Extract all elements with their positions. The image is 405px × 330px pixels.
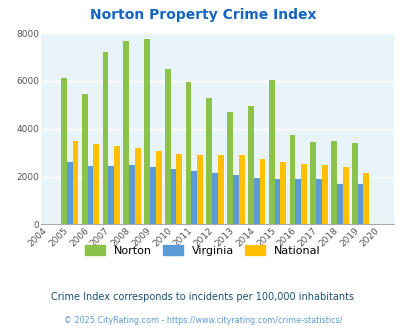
- Bar: [206, 98, 212, 224]
- Bar: [342, 167, 347, 224]
- Bar: [301, 164, 306, 224]
- Bar: [191, 171, 197, 224]
- Bar: [87, 166, 93, 224]
- Bar: [294, 179, 301, 224]
- Bar: [156, 151, 161, 224]
- Bar: [164, 69, 170, 224]
- Bar: [232, 175, 238, 224]
- Bar: [336, 184, 342, 224]
- Bar: [268, 80, 274, 224]
- Bar: [102, 52, 108, 224]
- Bar: [123, 41, 129, 224]
- Bar: [274, 179, 280, 224]
- Bar: [176, 153, 182, 224]
- Bar: [72, 141, 78, 224]
- Bar: [197, 155, 202, 224]
- Bar: [330, 141, 336, 224]
- Bar: [227, 112, 232, 224]
- Bar: [247, 106, 253, 224]
- Bar: [114, 146, 119, 224]
- Bar: [93, 145, 99, 224]
- Bar: [66, 162, 72, 224]
- Legend: Norton, Virginia, National: Norton, Virginia, National: [81, 240, 324, 260]
- Text: © 2025 CityRating.com - https://www.cityrating.com/crime-statistics/: © 2025 CityRating.com - https://www.city…: [64, 316, 341, 325]
- Bar: [108, 166, 114, 224]
- Bar: [149, 167, 156, 224]
- Bar: [309, 142, 315, 224]
- Bar: [238, 154, 244, 224]
- Bar: [351, 143, 357, 224]
- Text: Norton Property Crime Index: Norton Property Crime Index: [90, 8, 315, 22]
- Bar: [362, 173, 369, 224]
- Bar: [212, 173, 217, 224]
- Bar: [253, 178, 259, 224]
- Bar: [144, 39, 149, 224]
- Bar: [289, 135, 294, 224]
- Bar: [321, 165, 327, 224]
- Bar: [217, 154, 223, 224]
- Bar: [259, 159, 265, 224]
- Bar: [280, 162, 286, 224]
- Bar: [315, 179, 321, 224]
- Bar: [129, 165, 134, 224]
- Bar: [170, 169, 176, 224]
- Bar: [61, 79, 66, 224]
- Bar: [185, 82, 191, 224]
- Text: Crime Index corresponds to incidents per 100,000 inhabitants: Crime Index corresponds to incidents per…: [51, 292, 354, 302]
- Bar: [81, 94, 87, 224]
- Bar: [134, 148, 141, 224]
- Bar: [357, 184, 362, 224]
